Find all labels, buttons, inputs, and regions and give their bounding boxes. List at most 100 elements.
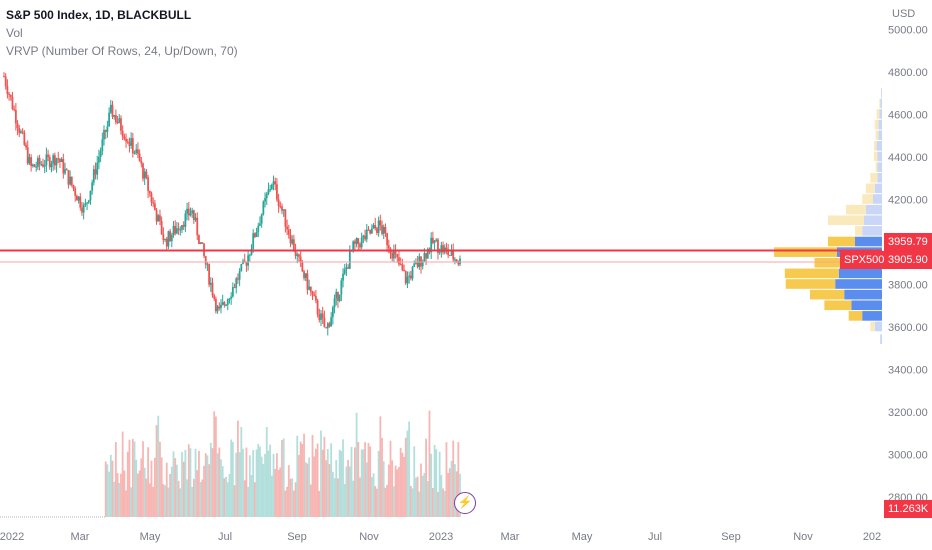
candle-body bbox=[286, 226, 288, 230]
candle-body bbox=[238, 270, 241, 280]
candle-body bbox=[204, 256, 207, 265]
candle-body bbox=[35, 166, 38, 168]
x-tick-label: 2022 bbox=[0, 531, 24, 543]
candle-body bbox=[64, 169, 66, 174]
candle-body bbox=[352, 241, 355, 251]
candle-body bbox=[113, 115, 116, 117]
candle-body bbox=[137, 149, 139, 154]
candle-body bbox=[423, 253, 426, 262]
candle-body bbox=[257, 225, 260, 233]
volume-bar bbox=[331, 471, 334, 517]
volume-bar bbox=[264, 453, 266, 517]
candle-body bbox=[369, 229, 372, 234]
candle-body bbox=[164, 238, 166, 240]
volume-bar bbox=[274, 468, 277, 517]
candle-body bbox=[335, 291, 338, 299]
candle-body bbox=[391, 253, 394, 259]
vrvp-up-bar bbox=[879, 109, 882, 119]
volume-bar bbox=[248, 455, 251, 517]
volume-bar bbox=[176, 464, 178, 517]
vrvp-up-bar bbox=[874, 183, 882, 194]
volume-bar bbox=[147, 447, 149, 517]
vrvp-up-bar bbox=[877, 162, 882, 172]
volume-bar bbox=[430, 453, 433, 517]
volume-bar bbox=[379, 416, 382, 517]
volume-bar bbox=[353, 447, 356, 517]
candle-body bbox=[104, 130, 107, 132]
candle-body bbox=[247, 255, 250, 266]
vrvp-down-bar bbox=[865, 183, 875, 194]
candle-body bbox=[420, 256, 422, 267]
currency-label: USD bbox=[892, 8, 916, 20]
candle-body bbox=[126, 141, 129, 143]
candle-body bbox=[237, 278, 239, 280]
candle-body bbox=[425, 253, 427, 259]
candle-body bbox=[201, 242, 204, 244]
volume-bar bbox=[362, 449, 365, 517]
volume-bar bbox=[303, 433, 305, 517]
candle-body bbox=[120, 118, 122, 131]
candle-body bbox=[294, 250, 297, 256]
volume-bar bbox=[260, 456, 263, 517]
y-tick-label: 3800.00 bbox=[888, 280, 928, 292]
candle-body bbox=[25, 144, 27, 148]
volume-bar bbox=[343, 483, 346, 517]
candle-body bbox=[320, 313, 322, 320]
candle-body bbox=[365, 229, 368, 240]
candle-body bbox=[353, 241, 356, 244]
volume-bar bbox=[174, 458, 177, 517]
candle-body bbox=[220, 304, 222, 309]
candle-body bbox=[214, 298, 217, 312]
vrvp-up-bar bbox=[835, 279, 882, 289]
candle-body bbox=[133, 152, 136, 154]
volume-bar bbox=[374, 486, 377, 517]
candle-body bbox=[438, 252, 441, 254]
candle-body bbox=[6, 85, 9, 95]
candle-body bbox=[223, 302, 226, 306]
volume-bar bbox=[376, 488, 378, 517]
candle-body bbox=[243, 260, 246, 263]
volume-bar bbox=[389, 440, 392, 517]
volume-bar bbox=[221, 466, 224, 517]
candle-body bbox=[121, 130, 124, 137]
volume-bar bbox=[377, 450, 380, 517]
volume-bar bbox=[333, 478, 336, 517]
candle-body bbox=[231, 287, 234, 297]
volume-bar bbox=[226, 482, 229, 517]
volume-bar bbox=[315, 448, 317, 517]
volume-bar bbox=[182, 461, 185, 517]
candle-body bbox=[31, 164, 34, 166]
candle-body bbox=[409, 275, 412, 279]
vrvp-down-bar bbox=[873, 151, 878, 162]
volume-bar bbox=[162, 484, 165, 517]
volume-bar bbox=[442, 488, 444, 517]
candle-body bbox=[255, 232, 258, 238]
volume-bar bbox=[328, 463, 331, 517]
candle-body bbox=[155, 210, 158, 222]
lightning-icon[interactable]: ⚡ bbox=[454, 492, 476, 514]
candle-body bbox=[281, 206, 283, 211]
candle-body bbox=[145, 171, 148, 178]
candle-body bbox=[253, 233, 256, 238]
vrvp-down-bar bbox=[846, 204, 866, 215]
vrvp-up-bar bbox=[865, 204, 882, 215]
vrvp-up-bar bbox=[877, 151, 882, 162]
volume-bar bbox=[213, 411, 216, 517]
symbol-price-tag: 3905.90 bbox=[884, 251, 932, 269]
volume-bar bbox=[203, 465, 205, 517]
candle-body bbox=[396, 253, 399, 258]
volume-bar bbox=[401, 452, 404, 517]
volume-bar bbox=[160, 457, 163, 517]
volume-bar bbox=[306, 463, 309, 517]
volume-bar bbox=[145, 478, 148, 517]
volume-bar bbox=[428, 410, 431, 517]
volume-bar bbox=[106, 464, 109, 517]
candle-body bbox=[43, 165, 46, 167]
volume-bar bbox=[130, 487, 133, 517]
candle-body bbox=[421, 261, 424, 267]
candle-body bbox=[189, 213, 192, 216]
candle-body bbox=[186, 208, 188, 214]
candle-body bbox=[48, 157, 51, 168]
candle-body bbox=[81, 207, 83, 213]
